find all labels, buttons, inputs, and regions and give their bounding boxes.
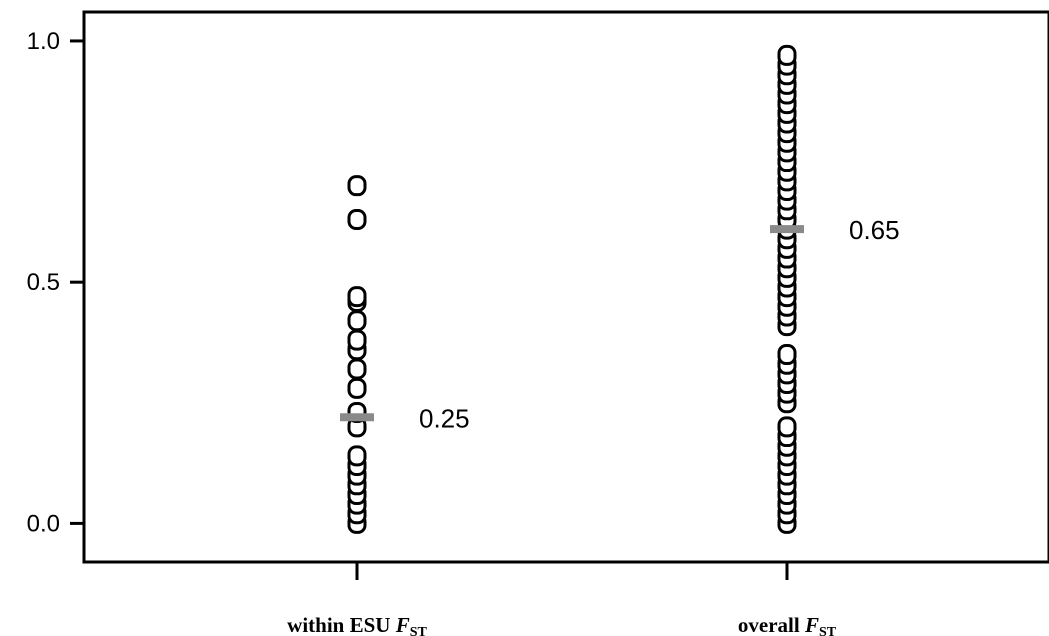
data-point bbox=[347, 445, 367, 467]
category-label: overall FST bbox=[738, 613, 837, 636]
data-point bbox=[777, 344, 797, 366]
mean-bar bbox=[340, 413, 374, 422]
plot-frame bbox=[82, 10, 1049, 564]
mean-value-label: 0.65 bbox=[849, 215, 900, 245]
mean-markers: 0.25 0.65 bbox=[340, 215, 900, 433]
data-point bbox=[347, 329, 367, 351]
y-tick-label: 1.0 bbox=[27, 28, 60, 55]
category-labels: within ESU FST overall FST bbox=[287, 613, 837, 636]
x-axis bbox=[355, 562, 789, 580]
data-point bbox=[347, 286, 367, 308]
data-point bbox=[347, 175, 367, 197]
data-point bbox=[347, 310, 367, 332]
category-label: within ESU FST bbox=[287, 613, 427, 636]
data-point bbox=[347, 358, 367, 380]
y-tick-label: 0.0 bbox=[27, 510, 60, 537]
mean-value-label: 0.25 bbox=[419, 403, 470, 433]
mean-bar bbox=[770, 225, 804, 234]
y-tick-label: 0.5 bbox=[27, 269, 60, 296]
data-points bbox=[347, 44, 797, 534]
data-point bbox=[777, 44, 797, 66]
data-point bbox=[777, 416, 797, 438]
data-point bbox=[347, 377, 367, 399]
y-axis: 0.0 0.5 1.0 bbox=[27, 28, 84, 537]
data-point bbox=[347, 208, 367, 230]
